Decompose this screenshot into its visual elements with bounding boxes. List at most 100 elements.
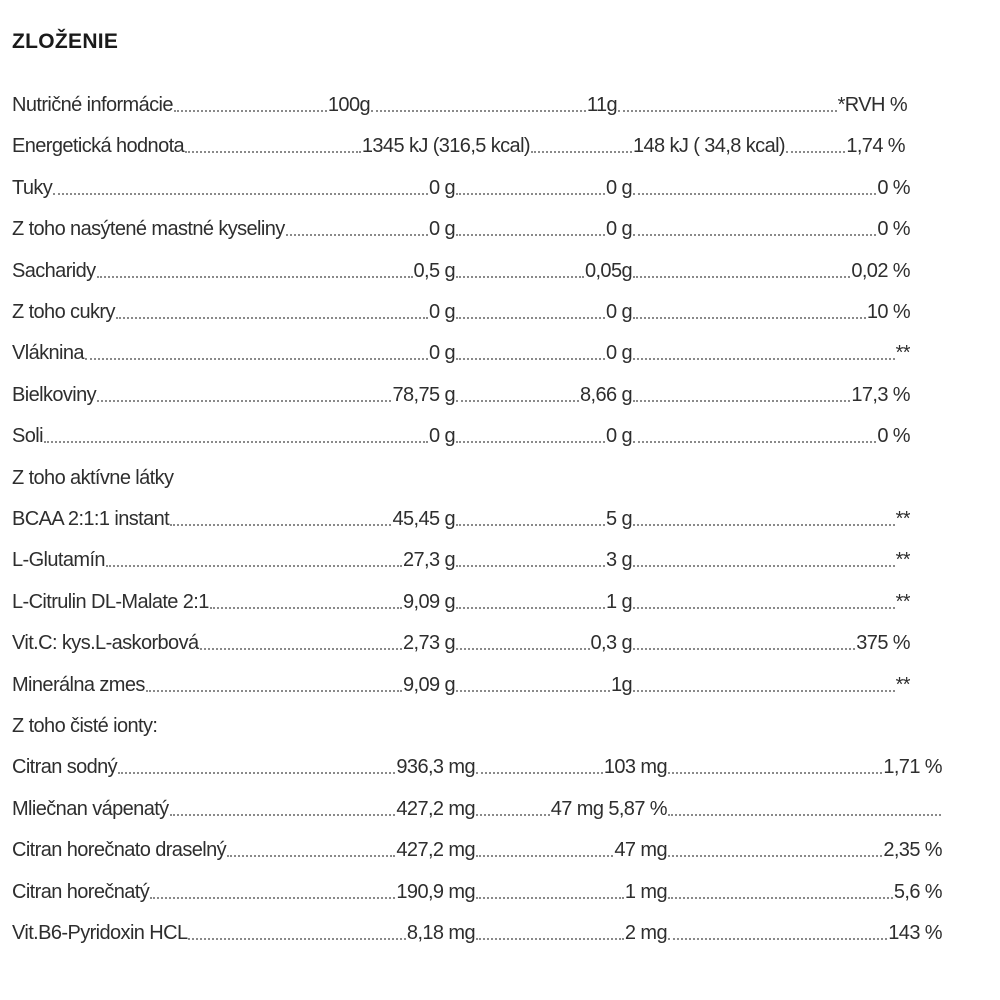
nutrient-label: Z toho cukry <box>12 301 115 323</box>
dot-leader <box>632 381 851 409</box>
dot-leader <box>96 381 392 409</box>
value-rvh: 0 % <box>877 425 910 448</box>
dot-leader <box>96 257 414 285</box>
table-row: Sacharidy 0,5 g 0,05g 0,02 % <box>12 257 910 285</box>
dot-leader <box>117 753 396 781</box>
dot-leader <box>145 671 403 699</box>
dot-leader <box>455 422 606 450</box>
dot-leader <box>455 257 585 285</box>
value-per-100g: 100g <box>327 94 370 116</box>
value-rvh: 1,71 % <box>883 756 942 779</box>
value-per-100g: 27,3 g <box>402 549 455 572</box>
nutrient-label: Vit.C: kys.L-askorbová <box>12 632 199 655</box>
table-row: Energetická hodnota 1345 kJ (316,5 kcal) 1… <box>12 132 905 160</box>
dot-leader <box>632 257 851 285</box>
value-per-100g: 190,9 mg <box>396 880 475 903</box>
table-row: Soli 0 g 0 g 0 % <box>12 422 910 450</box>
value-per-serving: 103 mg <box>603 756 667 779</box>
nutrient-label: L-Citrulin DL-Malate 2:1 <box>12 590 209 613</box>
value-per-100g: 0,5 g <box>413 259 455 282</box>
nutrient-label: Tuky <box>12 176 53 199</box>
value-per-100g: 0 g <box>428 176 455 199</box>
subsection-heading: Z toho čisté ionty: <box>12 715 158 737</box>
dot-leader <box>226 836 396 864</box>
value-per-100g: 0 g <box>428 425 455 448</box>
value-rvh: ** <box>895 673 910 696</box>
value-per-100g: 0 g <box>428 218 455 241</box>
dot-leader <box>169 795 397 823</box>
dot-leader <box>475 878 625 906</box>
table-row: Minerálna zmes 9,09 g 1g ** <box>12 671 910 699</box>
value-rvh: ** <box>895 590 910 613</box>
dot-leader <box>455 215 606 243</box>
dot-leader <box>530 132 633 160</box>
value-per-100g: 427,2 mg <box>396 839 475 862</box>
nutrient-label: Mliečnan vápenatý <box>12 797 169 820</box>
value-per-serving: 148 kJ ( 34,8 kcal) <box>632 135 785 158</box>
dot-leader <box>632 588 896 616</box>
dot-leader <box>667 795 942 823</box>
dot-leader <box>632 629 856 657</box>
value-per-100g: 45,45 g <box>392 508 455 530</box>
nutrient-label: Vláknina <box>12 342 85 365</box>
dot-leader <box>632 174 877 202</box>
value-rvh: 5,6 % <box>893 880 942 903</box>
value-per-serving: 47 mg 5,87 % <box>550 797 667 820</box>
value-per-100g: 9,09 g <box>402 590 455 613</box>
subsection-heading: Z toho aktívne látky <box>12 466 174 489</box>
value-rvh: 0 % <box>877 218 910 241</box>
dot-leader <box>187 919 407 947</box>
nutrient-label: Sacharidy <box>12 259 96 282</box>
dot-leader <box>455 588 606 616</box>
value-per-serving: 11g <box>586 94 617 116</box>
value-per-serving: 0 g <box>605 301 632 323</box>
nutrient-label: Soli <box>12 425 44 448</box>
dot-leader <box>617 91 838 119</box>
table-row: Nutričné informácie 100g 11g *RVH % <box>12 91 907 119</box>
dot-leader <box>667 753 883 781</box>
value-rvh: ** <box>895 508 910 530</box>
dot-leader <box>475 753 604 781</box>
value-per-serving: 0,05g <box>584 259 632 282</box>
dot-leader <box>632 671 896 699</box>
value-per-serving: 1 mg <box>624 880 667 903</box>
dot-leader <box>475 836 614 864</box>
value-per-100g: 1345 kJ (316,5 kcal) <box>361 135 530 158</box>
nutrient-label: Bielkoviny <box>12 383 97 406</box>
dot-leader <box>455 629 591 657</box>
dot-leader <box>475 919 625 947</box>
value-rvh: 143 % <box>888 922 942 944</box>
value-per-100g: 78,75 g <box>392 383 455 406</box>
dot-leader <box>370 91 587 119</box>
dot-leader <box>209 588 403 616</box>
dot-leader <box>199 629 403 657</box>
value-per-100g: 2,73 g <box>402 632 455 655</box>
value-per-serving: 8,66 g <box>579 383 632 406</box>
dot-leader <box>785 132 846 160</box>
dot-leader <box>632 298 867 326</box>
dot-leader <box>184 132 362 160</box>
dot-leader <box>632 546 896 574</box>
table-row: Citran sodný 936,3 mg 103 mg 1,71 % <box>12 753 942 781</box>
dot-leader <box>455 505 606 533</box>
value-rvh: *RVH % <box>837 94 907 116</box>
dot-leader <box>52 174 429 202</box>
dot-leader <box>455 546 606 574</box>
nutrient-label: Citran sodný <box>12 756 118 779</box>
dot-leader <box>173 91 328 119</box>
value-per-serving: 47 mg <box>614 839 667 862</box>
nutrient-label: Minerálna zmes <box>12 673 145 696</box>
value-per-100g: 936,3 mg <box>396 756 475 779</box>
table-row: Citran horečnatý 190,9 mg 1 mg 5,6 % <box>12 878 942 906</box>
dot-leader <box>43 422 429 450</box>
dot-leader <box>115 298 429 326</box>
value-rvh: 10 % <box>866 301 910 323</box>
table-row: Tuky 0 g 0 g 0 % <box>12 174 910 202</box>
dot-leader <box>105 546 403 574</box>
value-rvh: 0 % <box>877 176 910 199</box>
value-per-100g: 0 g <box>428 301 455 323</box>
value-per-100g: 8,18 mg <box>406 922 475 944</box>
dot-leader <box>667 836 883 864</box>
value-rvh: 1,74 % <box>846 135 905 158</box>
value-per-serving: 0,3 g <box>590 632 632 655</box>
